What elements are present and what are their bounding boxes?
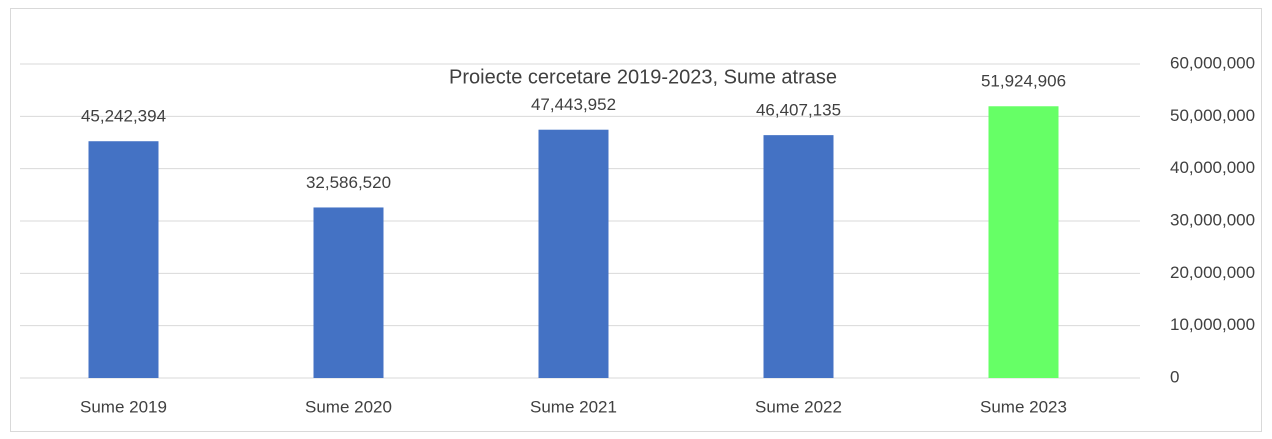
data-label: 45,242,394: [81, 107, 166, 126]
x-tick-label: Sume 2020: [305, 397, 392, 416]
y-tick-label: 0: [1170, 367, 1179, 386]
data-label: 51,924,906: [981, 72, 1066, 91]
y-tick-label: 60,000,000: [1170, 53, 1255, 72]
bar: [313, 207, 384, 378]
y-tick-label: 40,000,000: [1170, 158, 1255, 177]
data-label: 32,586,520: [306, 173, 391, 192]
y-tick-label: 30,000,000: [1170, 210, 1255, 229]
x-tick-label: Sume 2023: [980, 397, 1067, 416]
x-tick-label: Sume 2021: [530, 397, 617, 416]
data-label: 46,407,135: [756, 101, 841, 120]
x-tick-label: Sume 2022: [755, 397, 842, 416]
y-tick-label: 20,000,000: [1170, 263, 1255, 282]
data-label: 47,443,952: [531, 95, 616, 114]
bar: [538, 129, 609, 378]
bar: [988, 106, 1059, 379]
bar: [763, 135, 834, 378]
y-tick-label: 50,000,000: [1170, 106, 1255, 125]
bar: [88, 141, 159, 378]
y-tick-label: 10,000,000: [1170, 315, 1255, 334]
chart-title: Proiecte cercetare 2019-2023, Sume atras…: [449, 66, 837, 88]
x-tick-label: Sume 2019: [80, 397, 167, 416]
